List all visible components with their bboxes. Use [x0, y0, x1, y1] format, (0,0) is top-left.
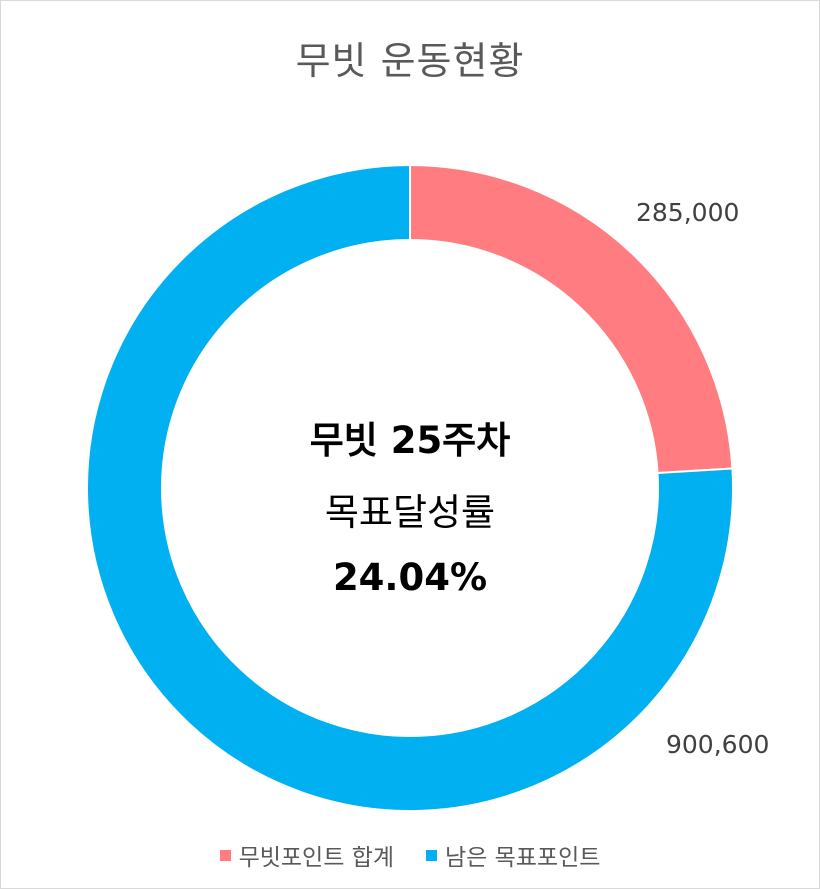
legend-label-remaining-target: 남은 목표포인트 — [445, 845, 601, 871]
legend-item-points-total: 무빗포인트 합계 — [219, 838, 394, 872]
legend-label-points-total: 무빗포인트 합계 — [238, 845, 394, 871]
data-label-points-total: 285,000 — [636, 198, 740, 227]
data-label-remaining-target: 900,600 — [666, 730, 770, 759]
chart-title: 무빗 운동현황 — [295, 39, 525, 83]
legend-item-remaining-target: 남은 목표포인트 — [426, 838, 600, 872]
center-week-label: 무빗 25주차 — [309, 419, 511, 462]
donut-slice-remaining-target — [86, 163, 734, 812]
chart-legend: 무빗포인트 합계 남은 목표포인트 — [0, 838, 820, 872]
legend-swatch-points-total — [219, 849, 231, 861]
center-goal-label: 목표달성률 — [324, 491, 496, 534]
center-rate-value: 24.04% — [332, 556, 488, 599]
legend-swatch-remaining-target — [426, 849, 437, 861]
